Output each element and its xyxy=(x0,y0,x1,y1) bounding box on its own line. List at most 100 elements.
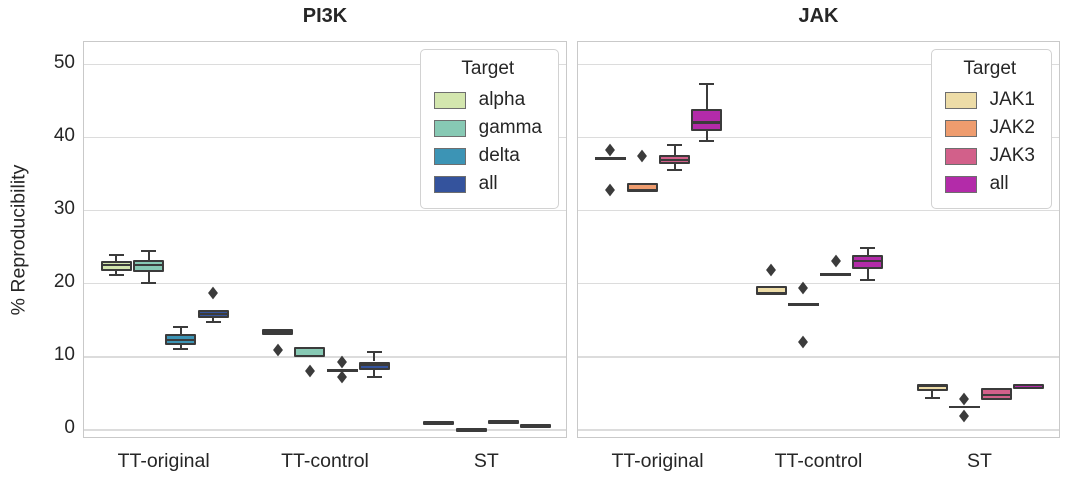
outlier-diamond xyxy=(304,364,315,378)
whisker xyxy=(147,251,150,260)
median-line xyxy=(326,368,358,372)
gridline xyxy=(578,137,1059,139)
median-line xyxy=(199,312,227,316)
outlier-diamond xyxy=(798,336,809,349)
whisker xyxy=(179,327,182,335)
y-tick-label: 30 xyxy=(53,198,75,220)
gridline xyxy=(84,356,566,358)
median-line xyxy=(983,394,1011,397)
whisker xyxy=(931,390,934,399)
panel-axes-pi3k: Target alpha gamma delta all xyxy=(83,41,567,438)
whisker xyxy=(147,272,150,283)
legend-title: Target xyxy=(461,58,515,79)
x-tick-label: TT-original xyxy=(117,450,210,472)
whisker-cap xyxy=(667,168,683,171)
x-tick-label: TT-original xyxy=(611,450,704,472)
median-line xyxy=(918,384,946,387)
gridline xyxy=(578,283,1059,285)
legend-label: JAK3 xyxy=(989,145,1035,166)
outlier-diamond xyxy=(605,143,616,157)
outlier-diamond xyxy=(959,392,970,406)
y-tick-label: 10 xyxy=(53,344,75,366)
median-line xyxy=(457,428,485,431)
median-line xyxy=(787,303,819,306)
y-tick-label: 20 xyxy=(53,271,75,293)
gridline xyxy=(578,63,1059,66)
box xyxy=(981,387,1013,400)
median-line xyxy=(757,292,785,295)
median-line xyxy=(489,420,517,423)
legend-label: all xyxy=(478,173,498,194)
legend-item: gamma xyxy=(433,114,542,142)
legend-item: all xyxy=(944,170,1035,198)
whisker xyxy=(212,317,215,322)
whisker-cap xyxy=(366,375,382,378)
outlier-diamond xyxy=(272,343,283,357)
whisker-cap xyxy=(860,278,876,281)
legend: Target JAK1 JAK2 JAK3 all xyxy=(930,49,1052,209)
outlier-diamond xyxy=(830,254,841,268)
x-tick-label: TT-control xyxy=(281,450,369,472)
outlier-diamond xyxy=(959,409,970,423)
legend-label: alpha xyxy=(478,89,526,110)
legend-title: Target xyxy=(963,58,1017,79)
legend-swatch-JAK3 xyxy=(944,147,977,165)
median-line xyxy=(264,330,292,333)
whisker-cap xyxy=(924,397,940,400)
whisker-cap xyxy=(860,247,876,250)
whisker-cap xyxy=(205,321,221,324)
median-line xyxy=(854,260,882,263)
median-line xyxy=(102,263,130,267)
whisker xyxy=(673,164,676,170)
median-line xyxy=(820,273,852,276)
whisker xyxy=(115,255,118,261)
whisker xyxy=(866,268,869,280)
gridline xyxy=(578,356,1059,358)
legend-swatch-all xyxy=(944,175,977,193)
whisker-cap xyxy=(141,281,157,284)
legend-item: alpha xyxy=(433,86,542,114)
whisker xyxy=(673,145,676,155)
whisker-cap xyxy=(141,250,157,253)
median-line xyxy=(360,364,388,367)
median-line xyxy=(1015,383,1043,386)
median-line xyxy=(425,422,453,425)
outlier-diamond xyxy=(337,370,348,384)
legend-label: JAK1 xyxy=(989,89,1035,110)
median-line xyxy=(167,339,195,342)
gridline xyxy=(84,429,566,431)
legend-item: JAK3 xyxy=(944,142,1035,170)
x-tick-label: TT-control xyxy=(774,450,863,472)
whisker-cap xyxy=(366,350,382,353)
whisker xyxy=(179,344,182,350)
y-tick-label: 40 xyxy=(53,125,75,147)
gridline xyxy=(84,210,566,212)
whisker-cap xyxy=(699,139,715,142)
legend-label: delta xyxy=(478,145,520,166)
legend-swatch-JAK2 xyxy=(944,119,977,137)
gridline xyxy=(84,63,566,66)
legend-item: delta xyxy=(433,142,542,170)
legend-swatch-gamma xyxy=(433,119,466,137)
y-tick-label: 50 xyxy=(53,51,75,73)
y-tick-label: 0 xyxy=(64,417,75,439)
panel-title-jak: JAK xyxy=(798,5,839,27)
gridline xyxy=(84,283,566,285)
whisker xyxy=(373,370,376,377)
panel-axes-jak: Target JAK1 JAK2 JAK3 all xyxy=(577,41,1060,438)
legend-swatch-delta xyxy=(433,147,466,165)
gridline xyxy=(578,210,1059,212)
gridline xyxy=(578,429,1059,431)
median-line xyxy=(661,158,689,161)
legend-swatch-JAK1 xyxy=(944,91,977,109)
box xyxy=(691,108,723,132)
median-line xyxy=(135,263,163,267)
median-line xyxy=(522,424,550,427)
median-line xyxy=(296,354,324,357)
whisker xyxy=(373,351,376,362)
legend-item: JAK1 xyxy=(944,86,1035,114)
outlier-diamond xyxy=(337,355,348,369)
median-line xyxy=(948,405,980,409)
median-line xyxy=(693,121,721,124)
